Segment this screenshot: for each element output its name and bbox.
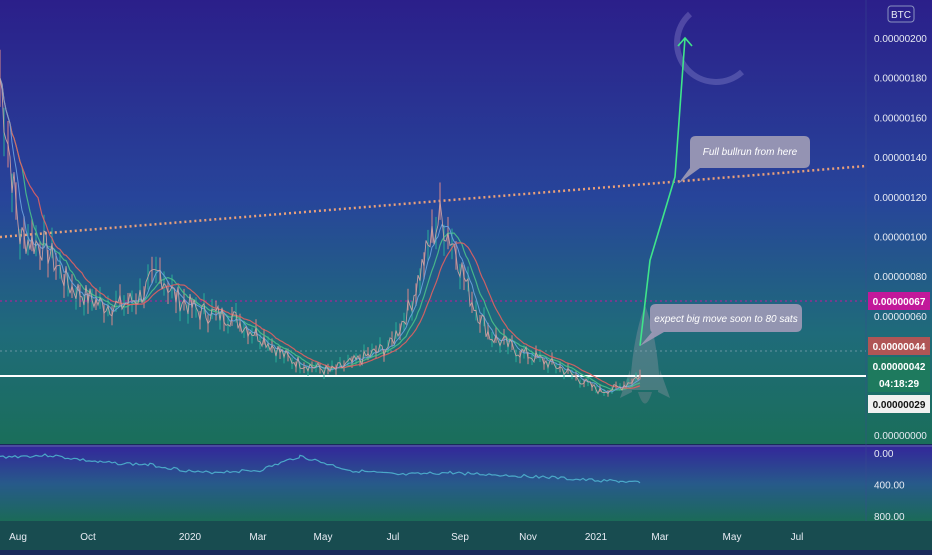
time-tick-label: May xyxy=(723,532,742,543)
oscillator-axis[interactable]: 0.00 400.00 800.00 xyxy=(874,449,905,523)
time-tick-label: Mar xyxy=(651,532,669,543)
time-tick-label: Aug xyxy=(9,532,27,543)
ma-blue-line xyxy=(0,78,641,393)
annotation-expect-move-text: expect big move soon to 80 sats xyxy=(654,314,797,325)
oscillator-series xyxy=(0,453,641,484)
price-tick-label: 0.00000080 xyxy=(874,272,927,283)
price-badge xyxy=(868,374,930,392)
time-tick-label: Jul xyxy=(387,532,400,543)
annotation-full-bullrun: Full bullrun from here xyxy=(678,136,810,184)
currency-badge[interactable] xyxy=(887,5,915,23)
projection-arrowhead xyxy=(677,36,693,47)
price-badges: 0.00000067 0.00000044 0.00000042 04:18:29 0.… xyxy=(868,292,930,413)
crescent-moon-icon xyxy=(674,11,744,85)
time-axis[interactable]: Aug Oct 2020 Mar May Jul Sep Nov 2021 Mar May Jul xyxy=(9,532,803,543)
time-tick-label: 2020 xyxy=(179,532,202,543)
price-tick-label: 0.00000140 xyxy=(874,153,927,164)
ma-red-line xyxy=(0,78,641,389)
price-badge xyxy=(868,337,930,355)
time-tick-label: Jul xyxy=(791,532,804,543)
price-tick-label: 0.00000060 xyxy=(874,312,927,323)
price-badge-text: 0.00000044 xyxy=(873,342,926,353)
oscillator-line xyxy=(0,453,641,484)
main-pane-bg xyxy=(0,0,932,444)
price-line xyxy=(0,78,641,395)
price-badge xyxy=(868,292,930,310)
time-tick-label: Sep xyxy=(451,532,469,543)
time-tick-label: 2021 xyxy=(585,532,608,543)
price-tick-label: 0.00000160 xyxy=(874,113,927,124)
price-badge xyxy=(868,395,930,413)
osc-tick-label: 0.00 xyxy=(874,449,894,460)
price-badge-text: 04:18:29 xyxy=(879,379,919,390)
time-axis-bg xyxy=(0,521,932,550)
time-tick-label: Mar xyxy=(249,532,267,543)
price-badge-text: 0.00000042 xyxy=(873,362,926,373)
price-axis[interactable]: 0.00000200 0.00000180 0.00000160 0.00000140… xyxy=(874,34,927,442)
price-tick-label: 0.00000120 xyxy=(874,193,927,204)
osc-pane-bg xyxy=(0,447,932,521)
price-badge xyxy=(868,357,930,375)
time-tick-label: Nov xyxy=(519,532,537,543)
price-badge-text: 0.00000067 xyxy=(873,297,926,308)
projection-series xyxy=(639,36,693,346)
osc-tick-label: 400.00 xyxy=(874,481,905,492)
time-tick-label: May xyxy=(314,532,333,543)
currency-label: BTC xyxy=(891,10,911,21)
projection-path xyxy=(639,37,686,346)
price-tick-label: 0.00000180 xyxy=(874,74,927,85)
price-tick-label: 0.00000000 xyxy=(874,431,927,442)
price-series xyxy=(0,49,641,397)
price-tick-label: 0.00000200 xyxy=(874,34,927,45)
osc-tick-label: 800.00 xyxy=(874,512,905,523)
price-tick-label: 0.00000100 xyxy=(874,233,927,244)
price-badge-text: 0.00000029 xyxy=(873,400,926,411)
annotation-expect-move: expect big move soon to 80 sats xyxy=(640,304,802,346)
annotation-full-bullrun-text: Full bullrun from here xyxy=(703,147,798,158)
time-tick-label: Oct xyxy=(80,532,96,543)
